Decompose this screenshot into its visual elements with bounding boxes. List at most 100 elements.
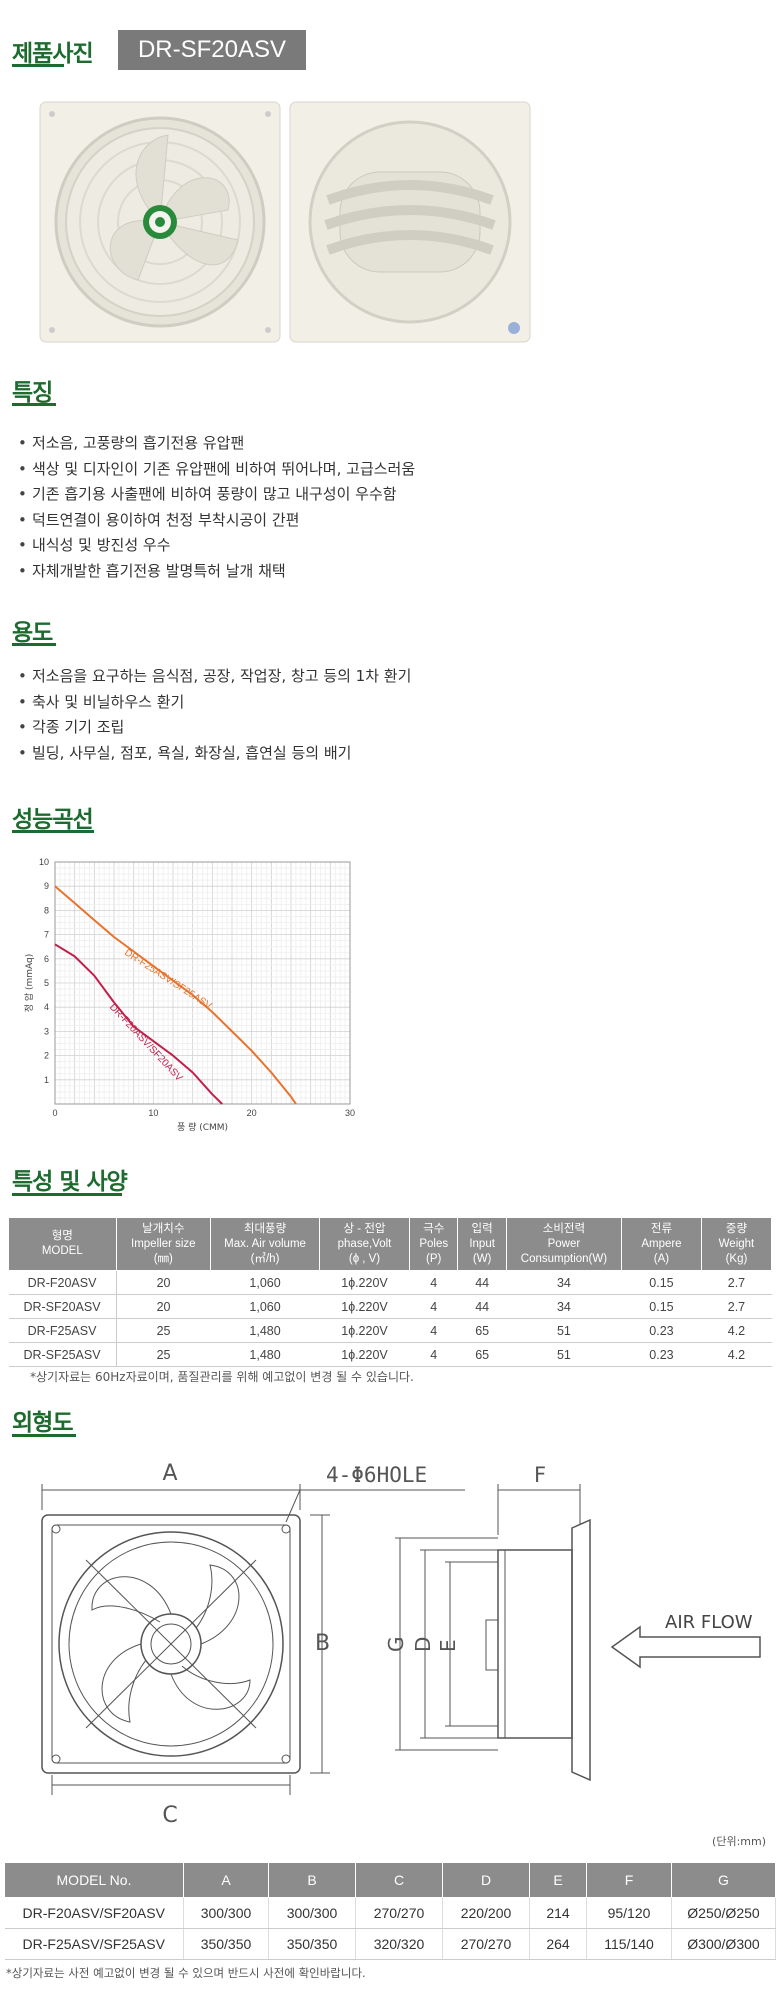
dim-label-a: A (162, 1461, 177, 1486)
table-cell: 65 (457, 1342, 507, 1367)
table-header-row: 형명 MODEL 날개치수 Impeller size (㎜) 최대풍량 Max. Ai… (8, 1217, 773, 1271)
table-cell: 65 (457, 1318, 507, 1343)
table-cell: 4 (409, 1270, 458, 1295)
y-tick-label: 9 (44, 881, 49, 891)
table-cell: 51 (506, 1318, 622, 1343)
product-photos (39, 101, 531, 343)
table-cell: 300/300 (183, 1897, 269, 1929)
list-item: 색상 및 디자인이 기존 유압팬에 비하여 뛰어나며, 고급스러움 (14, 457, 415, 483)
table-row: DR-F25ASV 25 1,480 1ɸ.220V 4 65 51 0.23 4.2 (8, 1318, 772, 1343)
y-tick-label: 3 (44, 1026, 49, 1036)
table-cell: DR-F20ASV (8, 1270, 117, 1295)
table-row: DR-SF20ASV 20 1,060 1ɸ.220V 4 44 34 0.15 2.7 (8, 1294, 772, 1319)
x-tick-label: 30 (345, 1108, 355, 1118)
list-item: 저소음, 고풍량의 흡기전용 유압팬 (14, 431, 415, 457)
table-header: MODEL No. (4, 1862, 184, 1898)
x-tick-label: 10 (148, 1108, 158, 1118)
table-cell: 320/320 (355, 1928, 443, 1960)
table-cell: 4.2 (701, 1318, 772, 1343)
dimension-table: MODEL No. A B C D E F G DR-F20ASV/SF20AS… (4, 1862, 776, 1960)
section-title-photo: 제품사진 (12, 41, 94, 67)
table-header: 입력 Input (W) (457, 1217, 507, 1271)
table-cell: 44 (457, 1270, 507, 1295)
table-cell: 20 (116, 1294, 211, 1319)
table-header: 극수 Poles (P) (408, 1217, 459, 1271)
table-cell: 4 (409, 1342, 458, 1367)
table-cell: 1,480 (210, 1342, 320, 1367)
table-header: 형명 MODEL (8, 1217, 117, 1271)
dim-label-g: G (384, 1637, 408, 1653)
table-cell: 1ɸ.220V (319, 1342, 410, 1367)
series-line (54, 885, 297, 1105)
y-tick-label: 2 (44, 1051, 49, 1061)
table-cell: 44 (457, 1294, 507, 1319)
table-cell: 0.23 (621, 1318, 702, 1343)
side-view-drawing: F G D E (384, 1463, 591, 1782)
section-title-spec: 특성 및 사양 (12, 1169, 128, 1195)
table-cell: 4.2 (701, 1342, 772, 1367)
table-cell: 300/300 (268, 1897, 356, 1929)
table-cell: 0.15 (621, 1270, 702, 1295)
airflow-arrow: AIR FLOW (610, 1612, 761, 1669)
table-cell: 270/270 (442, 1928, 530, 1960)
spec-note: *상기자료는 60Hz자료이며, 품질관리를 위해 예고없이 변경 될 수 있습… (30, 1370, 414, 1384)
y-tick-label: 1 (44, 1075, 49, 1085)
table-header: G (671, 1862, 776, 1898)
table-cell: 350/350 (183, 1928, 269, 1960)
table-cell: 51 (506, 1342, 622, 1367)
x-tick-label: 0 (52, 1108, 57, 1118)
table-header: E (529, 1862, 587, 1898)
hole-label: 4-Φ6HOLE (326, 1463, 427, 1487)
list-item: 축사 및 비닐하우스 환기 (14, 690, 411, 716)
dim-label-c: C (162, 1803, 177, 1828)
section-title-outline: 외형도 (12, 1410, 73, 1436)
table-cell: 20 (116, 1270, 211, 1295)
table-cell: DR-F25ASV (8, 1318, 117, 1343)
airflow-label: AIR FLOW (665, 1612, 753, 1633)
table-cell: 1,060 (210, 1270, 320, 1295)
dim-label-b: B (315, 1631, 330, 1656)
table-header: 날개치수 Impeller size (㎜) (115, 1217, 212, 1271)
dim-label-d: D (411, 1637, 435, 1652)
table-cell: 214 (529, 1897, 587, 1929)
table-cell: 4 (409, 1318, 458, 1343)
product-photo-front (39, 101, 281, 343)
table-cell: 1,060 (210, 1294, 320, 1319)
y-tick-label: 8 (44, 905, 49, 915)
table-header: A (183, 1862, 269, 1898)
table-cell: 2.7 (701, 1294, 772, 1319)
list-item: 빌딩, 사무실, 점포, 욕실, 화장실, 흡연실 등의 배기 (14, 741, 411, 767)
table-cell: DR-SF25ASV (8, 1342, 117, 1367)
list-item: 기존 흡기용 사출팬에 비하여 풍량이 많고 내구성이 우수함 (14, 482, 415, 508)
y-axis-label: 정 압 (mmAq) (23, 954, 35, 1013)
y-tick-label: 5 (44, 978, 49, 988)
table-cell: DR-SF20ASV (8, 1294, 117, 1319)
product-photo-back (289, 101, 531, 343)
table-header: 상 - 전압 phase,Volt (ɸ , V) (319, 1217, 410, 1271)
y-tick-label: 10 (39, 857, 49, 867)
section-underline (12, 1193, 122, 1196)
table-cell: 115/140 (586, 1928, 672, 1960)
section-underline (12, 643, 56, 646)
table-cell: 0.23 (621, 1342, 702, 1367)
table-header-row: MODEL No. A B C D E F G (4, 1862, 776, 1898)
table-header: C (355, 1862, 443, 1898)
section-underline (12, 64, 64, 67)
section-title-usage: 용도 (12, 620, 53, 646)
table-cell: 2.7 (701, 1270, 772, 1295)
table-cell: 270/270 (355, 1897, 443, 1929)
list-item: 내식성 및 방진성 우수 (14, 533, 415, 559)
table-cell: 1ɸ.220V (319, 1318, 410, 1343)
dim-label-f: F (534, 1463, 546, 1487)
table-row: DR-SF25ASV 25 1,480 1ɸ.220V 4 65 51 0.23 4.2 (8, 1342, 772, 1367)
table-header: 중량 Weight (Kg) (700, 1217, 773, 1271)
table-header: 최대풍량 Max. Air volume (㎥/h) (210, 1217, 321, 1271)
table-cell: DR-F25ASV/SF25ASV (4, 1928, 184, 1960)
model-tag: DR-SF20ASV (118, 30, 306, 70)
table-row: DR-F20ASV/SF20ASV 300/300 300/300 270/270 22… (4, 1897, 776, 1929)
section-title-curve: 성능곡선 (12, 807, 94, 833)
unit-label: (단위:mm) (712, 1835, 766, 1848)
table-header: F (586, 1862, 672, 1898)
outline-drawing: A B C 4-Φ6HOLE F G D (41, 1461, 761, 1828)
